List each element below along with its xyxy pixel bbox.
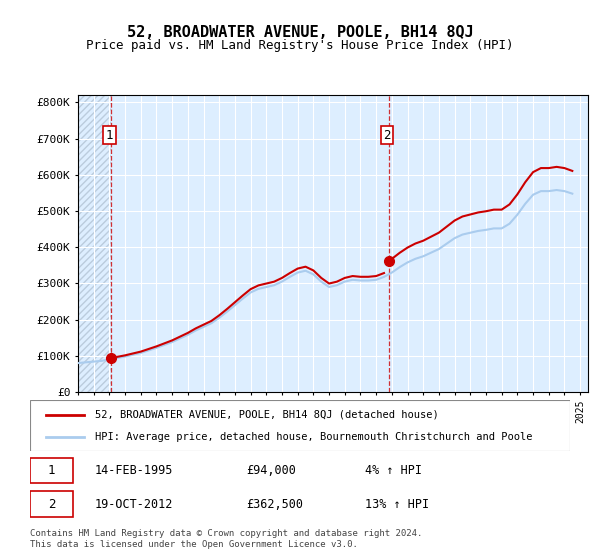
Text: £362,500: £362,500 bbox=[246, 497, 303, 511]
Text: 2: 2 bbox=[383, 128, 391, 142]
Text: 52, BROADWATER AVENUE, POOLE, BH14 8QJ: 52, BROADWATER AVENUE, POOLE, BH14 8QJ bbox=[127, 25, 473, 40]
Text: Price paid vs. HM Land Registry's House Price Index (HPI): Price paid vs. HM Land Registry's House … bbox=[86, 39, 514, 52]
Text: 52, BROADWATER AVENUE, POOLE, BH14 8QJ (detached house): 52, BROADWATER AVENUE, POOLE, BH14 8QJ (… bbox=[95, 409, 439, 419]
Text: 1: 1 bbox=[48, 464, 55, 477]
FancyBboxPatch shape bbox=[30, 458, 73, 483]
Text: 13% ↑ HPI: 13% ↑ HPI bbox=[365, 497, 429, 511]
Text: 2: 2 bbox=[48, 497, 55, 511]
FancyBboxPatch shape bbox=[30, 400, 570, 451]
Text: Contains HM Land Registry data © Crown copyright and database right 2024.
This d: Contains HM Land Registry data © Crown c… bbox=[30, 529, 422, 549]
Text: £94,000: £94,000 bbox=[246, 464, 296, 477]
Text: 14-FEB-1995: 14-FEB-1995 bbox=[95, 464, 173, 477]
Text: 19-OCT-2012: 19-OCT-2012 bbox=[95, 497, 173, 511]
FancyBboxPatch shape bbox=[30, 491, 73, 517]
Text: 4% ↑ HPI: 4% ↑ HPI bbox=[365, 464, 422, 477]
Text: 1: 1 bbox=[106, 128, 113, 142]
Bar bbox=[78, 95, 111, 392]
Text: HPI: Average price, detached house, Bournemouth Christchurch and Poole: HPI: Average price, detached house, Bour… bbox=[95, 432, 532, 442]
